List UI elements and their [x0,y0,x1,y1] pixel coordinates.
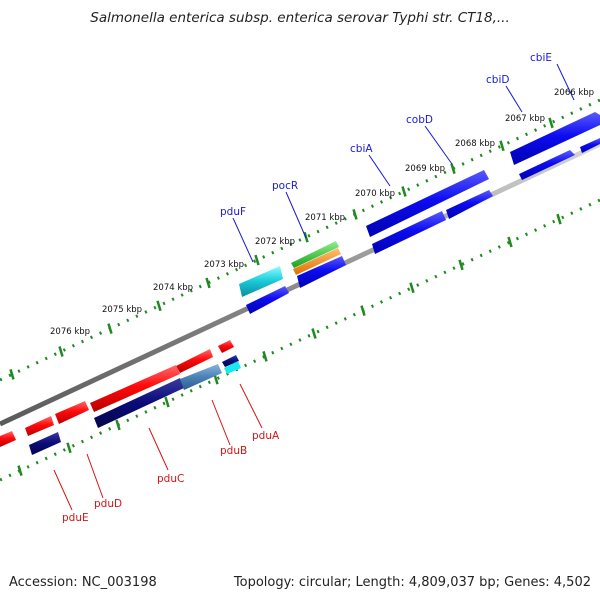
topology-summary-text: Topology: circular; Length: 4,809,037 bp… [233,575,591,590]
major-tick [17,465,23,477]
gene-block[interactable] [372,211,446,254]
major-tick [58,346,64,357]
major-tick [360,305,366,316]
major-tick [107,323,113,335]
major-tick [352,208,358,220]
major-tick [401,186,407,197]
label-leaders [53,63,575,511]
accession-text: Accession: NC_003198 [9,575,157,590]
gene-block[interactable] [293,248,341,275]
map-title: Salmonella enterica subsp. enterica sero… [90,10,510,26]
gene-block[interactable] [90,365,180,412]
gene-block[interactable] [94,378,184,428]
gene-label-pocR[interactable]: pocR [272,180,298,192]
kbp-label: 2072 kbp [255,237,295,247]
major-tick [556,213,562,225]
gene-label-cbiE[interactable]: cbiE [530,52,552,64]
kbp-label: 2075 kbp [102,305,142,315]
reverse-strand [0,340,241,455]
gene-block[interactable] [519,150,575,180]
major-tick [409,282,415,294]
major-tick [507,236,513,248]
gene-block[interactable] [366,170,489,237]
kbp-label: 2069 kbp [405,164,445,174]
gene-block[interactable] [222,355,239,367]
reverse-gene-labels: pduA pduB pduC pduD pduE [62,430,280,524]
gene-label-pduD[interactable]: pduD [94,498,122,510]
major-tick [156,300,162,312]
gene-label-pduA[interactable]: pduA [252,430,280,442]
major-tick [66,442,72,454]
major-tick [115,419,121,431]
gene-block[interactable] [218,340,234,353]
gene-block[interactable] [29,432,61,455]
major-tick [450,163,456,174]
major-tick [9,369,15,380]
kbp-labels: 2066 kbp 2067 kbp 2068 kbp 2069 kbp 2070… [50,88,594,337]
kbp-label: 2074 kbp [153,283,193,293]
gene-block[interactable] [55,401,89,424]
major-tick [458,259,464,271]
inner-tick-track [0,198,600,482]
gene-block[interactable] [0,431,16,447]
kbp-label: 2066 kbp [554,88,594,98]
gene-label-cbiD[interactable]: cbiD [486,74,509,86]
gene-block[interactable] [25,416,54,436]
major-tick [262,350,268,362]
gene-label-pduC[interactable]: pduC [157,473,184,485]
forward-strand [239,112,600,314]
kbp-label: 2073 kbp [204,260,244,270]
major-tick [499,140,505,152]
gene-label-pduB[interactable]: pduB [220,445,247,457]
gene-block[interactable] [291,241,339,268]
kbp-label: 2076 kbp [50,327,90,337]
gene-label-cobD[interactable]: cobD [406,114,433,126]
gene-block[interactable] [246,286,289,314]
kbp-label: 2070 kbp [355,189,395,199]
gene-block[interactable] [180,364,222,390]
gene-block[interactable] [446,190,493,219]
kbp-label: 2068 kbp [455,139,495,149]
outer-tick-track [0,98,600,382]
gene-block[interactable] [580,138,600,153]
major-tick [205,277,211,289]
major-tick [311,328,317,339]
gene-label-pduF[interactable]: pduF [220,206,246,218]
gene-block[interactable] [297,256,346,288]
major-tick [254,254,260,266]
gene-block[interactable] [239,266,283,297]
gene-block[interactable] [510,112,600,165]
gene-block[interactable] [176,349,213,373]
major-tick [164,396,170,408]
gene-label-pduE[interactable]: pduE [62,512,89,524]
major-ticks [9,117,562,477]
kbp-label: 2071 kbp [305,213,345,223]
kbp-label: 2067 kbp [505,114,545,124]
forward-gene-labels: cbiE cbiD cobD cbiA pocR pduF [220,52,552,218]
gene-block[interactable] [224,361,241,374]
gene-label-cbiA[interactable]: cbiA [350,143,373,155]
major-tick [548,117,554,129]
